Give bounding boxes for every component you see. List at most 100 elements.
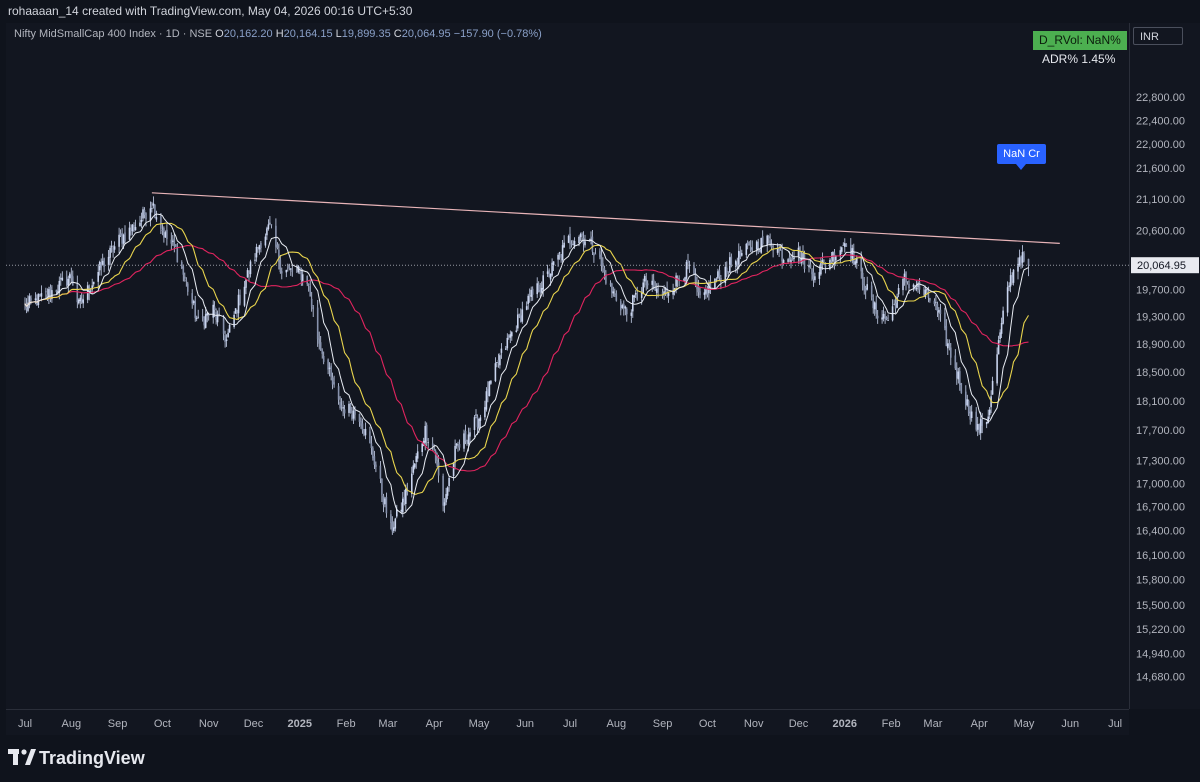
candle-body [521, 309, 524, 322]
candle-body [870, 285, 873, 298]
candle-body [1017, 263, 1019, 272]
price-tick-label: 17,000.00 [1136, 478, 1185, 490]
candle-body [655, 288, 658, 293]
candle-body [118, 234, 120, 247]
candle-body [312, 307, 314, 310]
sma-fast-line [24, 213, 1029, 514]
candle-body [705, 289, 707, 294]
candle-body [746, 242, 749, 246]
candle-body [269, 222, 271, 224]
candle-body [809, 264, 812, 268]
footer: TradingView [0, 735, 1200, 782]
candle-body [570, 243, 573, 245]
candle-body [176, 246, 179, 263]
candle-body [861, 272, 864, 285]
candle-body [161, 229, 164, 231]
candle-body [678, 278, 680, 281]
candle-body [306, 276, 308, 284]
candle-body [902, 279, 904, 291]
candle-body [926, 288, 928, 291]
candle-body [947, 343, 949, 349]
chart-pane[interactable] [6, 23, 1129, 709]
candle-body [316, 307, 319, 340]
candle-body [987, 416, 989, 423]
candle-body [394, 518, 397, 529]
candle-body [844, 243, 846, 247]
candle-body [113, 246, 116, 250]
candle-body [873, 302, 876, 310]
price-tick-label: 21,600.00 [1136, 163, 1185, 175]
candle-body [751, 247, 753, 251]
candle-body [455, 443, 458, 446]
candle-body [143, 209, 146, 215]
candle-body [352, 410, 355, 419]
candle-body [612, 291, 615, 294]
candle-body [546, 271, 549, 274]
time-axis[interactable]: Jul Aug Sep Oct Nov Dec 2025 Feb Mar Apr May Jun Jul… [6, 709, 1129, 735]
candle-body [939, 309, 942, 314]
candle-body [191, 293, 193, 304]
candle-body [835, 256, 837, 261]
candle-body [27, 302, 29, 311]
candle-body [520, 315, 522, 323]
candle-body [675, 275, 677, 287]
candle-body [413, 463, 416, 468]
candle-body [897, 288, 900, 295]
candle-body [720, 278, 722, 282]
close-value: 20,064.95 [401, 28, 451, 40]
candle-body [854, 261, 857, 265]
candle-body [965, 391, 967, 406]
candle-body [549, 273, 552, 280]
candle-body [264, 236, 267, 246]
symbol-legend[interactable]: Nifty MidSmallCap 400 Index · 1D · NSE O… [14, 28, 542, 40]
candle-body [851, 248, 854, 261]
close-label: C [393, 28, 402, 40]
price-axis[interactable]: 22,800.00 22,400.00 22,000.00 21,600.00 21,1… [1129, 23, 1200, 709]
candle-body [997, 340, 1000, 355]
candle-body [790, 259, 792, 264]
candle-body [276, 244, 279, 248]
candle-body [218, 313, 220, 316]
candle-body [278, 249, 280, 262]
candle-body [624, 306, 627, 309]
candle-body [715, 279, 718, 281]
candle-body [360, 420, 362, 426]
candle-body [833, 252, 836, 262]
candle-body [640, 292, 643, 298]
candle-body [782, 259, 785, 264]
candle-body [372, 448, 374, 459]
time-tick-label: 2026 [833, 718, 857, 730]
candle-body [321, 350, 323, 354]
candle-body [741, 253, 743, 256]
price-tick-label: 17,700.00 [1136, 425, 1185, 437]
high-value: 20,164.15 [283, 28, 333, 40]
candle-body [421, 443, 423, 452]
candle-body [185, 280, 188, 282]
candle-body [956, 367, 958, 379]
time-tick-label: Jun [516, 718, 534, 730]
time-tick-label: Feb [337, 718, 356, 730]
candle-body [536, 283, 538, 295]
candle-body [192, 301, 195, 304]
candle-body [614, 293, 616, 295]
candle-body [517, 314, 519, 329]
candle-body [654, 286, 656, 291]
symbol-name[interactable]: Nifty MidSmallCap 400 Index · 1D · NSE [14, 28, 213, 40]
resistance-trendline[interactable] [151, 192, 1060, 244]
price-chart[interactable] [6, 23, 1129, 709]
candle-body [411, 473, 413, 494]
candle-body [187, 283, 189, 292]
candle-body [309, 286, 311, 297]
candle-body [72, 276, 74, 286]
candle-body [1009, 275, 1012, 287]
candle-body [319, 342, 322, 351]
time-tick-label: 2025 [288, 718, 312, 730]
candle-body [996, 354, 998, 384]
candle-body [343, 409, 346, 414]
price-tick-label: 22,000.00 [1136, 139, 1185, 151]
currency-selector[interactable]: INR [1133, 27, 1183, 45]
candle-body [730, 256, 733, 266]
open-value: 20,162.20 [223, 28, 273, 40]
candle-body [497, 359, 500, 363]
candle-body [927, 291, 930, 298]
